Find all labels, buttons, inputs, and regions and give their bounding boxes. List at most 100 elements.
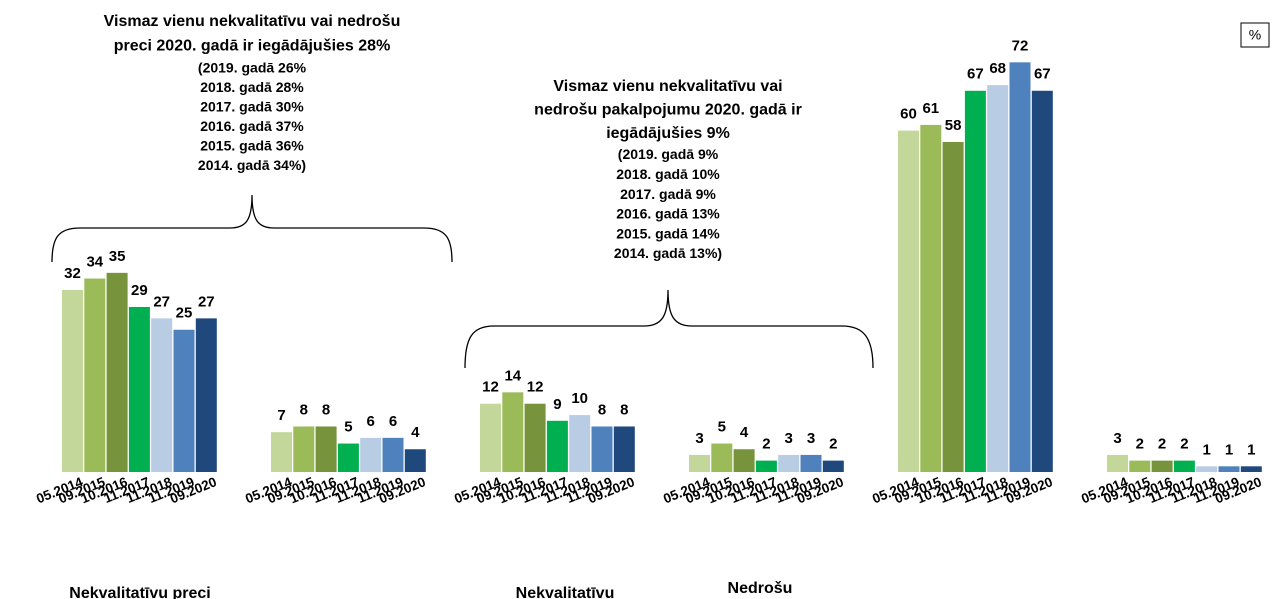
data-label: 8 xyxy=(322,401,330,418)
bar xyxy=(480,403,501,472)
annotation-line: 2018. gadā 28% xyxy=(200,79,304,95)
data-label: 27 xyxy=(153,293,170,310)
brace xyxy=(51,194,453,263)
data-label: 14 xyxy=(504,367,521,384)
data-label: 4 xyxy=(411,424,420,441)
bar xyxy=(62,289,83,472)
data-label: 2 xyxy=(1158,436,1166,453)
bar xyxy=(1240,466,1262,472)
bar xyxy=(524,403,546,472)
data-label: 5 xyxy=(718,419,726,436)
annotation-line: (2019. gadā 26% xyxy=(198,60,307,76)
x-tick-label: 09.2020 xyxy=(586,474,637,506)
bar xyxy=(733,449,755,472)
data-label: 10 xyxy=(571,390,588,407)
bar xyxy=(822,460,844,472)
annotation-line: Vismaz vienu nekvalitatīvu vai xyxy=(553,78,782,95)
data-label: 12 xyxy=(482,379,499,396)
unit-box xyxy=(1240,22,1270,48)
annotation-line: 2015. gadā 36% xyxy=(200,138,304,154)
data-label: 8 xyxy=(300,401,308,418)
bar xyxy=(1107,454,1128,472)
bar xyxy=(382,437,404,472)
brace xyxy=(464,289,874,369)
data-label: 32 xyxy=(64,265,81,282)
bar xyxy=(689,454,710,472)
data-label: 34 xyxy=(86,254,103,271)
data-label: 8 xyxy=(598,401,606,418)
bar xyxy=(920,124,942,472)
bar xyxy=(1031,90,1053,473)
annotation-line: (2019. gadā 9% xyxy=(618,146,719,162)
annotation-line: 2014. gadā 13%) xyxy=(614,245,722,261)
data-label: 35 xyxy=(109,248,126,265)
bar xyxy=(106,272,128,472)
category-label: Nedrošu pakalpojumu xyxy=(727,580,793,597)
data-label: 7 xyxy=(277,407,285,424)
bar xyxy=(404,449,426,472)
bar xyxy=(755,460,777,472)
bar xyxy=(128,306,150,472)
data-label: 2 xyxy=(762,436,770,453)
data-label: 27 xyxy=(198,293,215,310)
data-label: 68 xyxy=(989,60,1006,77)
data-label: 1 xyxy=(1225,441,1233,458)
bar xyxy=(800,454,822,472)
annotation-line: 2016. gadā 37% xyxy=(200,118,304,134)
bar xyxy=(711,443,733,472)
bar xyxy=(271,432,292,472)
annotation-line: 2017. gadā 9% xyxy=(620,186,716,202)
bar xyxy=(502,392,524,472)
data-label: 25 xyxy=(176,305,193,322)
bar xyxy=(195,318,217,472)
data-label: 67 xyxy=(967,66,984,83)
bar xyxy=(293,426,315,472)
data-label: 3 xyxy=(1113,430,1121,447)
annotation-line: 2015. gadā 14% xyxy=(616,225,720,241)
bar xyxy=(613,426,635,472)
annotation-line: 2018. gadā 10% xyxy=(616,166,720,182)
bar xyxy=(1218,466,1240,472)
annotation-line: preci 2020. gadā ir iegādājušies 28% xyxy=(114,38,391,55)
category-label: Nekvalitatīvu pakalpojumu xyxy=(515,585,615,599)
data-label: 4 xyxy=(740,424,749,441)
data-label: 2 xyxy=(829,436,837,453)
bar xyxy=(337,443,359,472)
data-label: 9 xyxy=(553,396,561,413)
data-label: 3 xyxy=(785,430,793,447)
x-tick-label: 09.2020 xyxy=(168,474,219,506)
data-label: 1 xyxy=(1247,441,1255,458)
annotation-line: 2014. gadā 34%) xyxy=(198,157,306,173)
bar xyxy=(173,329,195,472)
x-tick-label: 09.2020 xyxy=(1213,474,1264,506)
data-label: 6 xyxy=(367,413,375,430)
data-label: 12 xyxy=(527,379,544,396)
bar xyxy=(1129,460,1151,472)
x-tick-label: 09.2020 xyxy=(795,474,846,506)
annotation-line: nedrošu pakalpojumu 2020. gadā ir xyxy=(534,102,802,119)
category-label: Nekvalitatīvu preci xyxy=(69,585,211,599)
bar xyxy=(315,426,337,472)
bar xyxy=(1151,460,1173,472)
data-label: 5 xyxy=(344,419,352,436)
bar xyxy=(546,420,568,472)
annotation-line: iegādājušies 9% xyxy=(606,125,730,142)
unit-label: % xyxy=(1249,27,1261,43)
bar xyxy=(1173,460,1195,472)
data-label: 72 xyxy=(1012,37,1029,54)
data-label: 60 xyxy=(900,106,917,123)
bar xyxy=(84,278,106,472)
bar xyxy=(569,415,591,472)
x-tick-label: 09.2020 xyxy=(377,474,428,506)
data-label: 8 xyxy=(620,401,628,418)
bar xyxy=(1196,466,1218,472)
annotation-line: 2017. gadā 30% xyxy=(200,99,304,115)
data-label: 67 xyxy=(1034,66,1051,83)
bar xyxy=(591,426,613,472)
bar xyxy=(898,130,919,472)
bar xyxy=(942,141,964,473)
annotation-line: Vismaz vienu nekvalitatīvu vai nedrošu xyxy=(104,13,401,30)
bar xyxy=(360,437,382,472)
data-label: 2 xyxy=(1180,436,1188,453)
